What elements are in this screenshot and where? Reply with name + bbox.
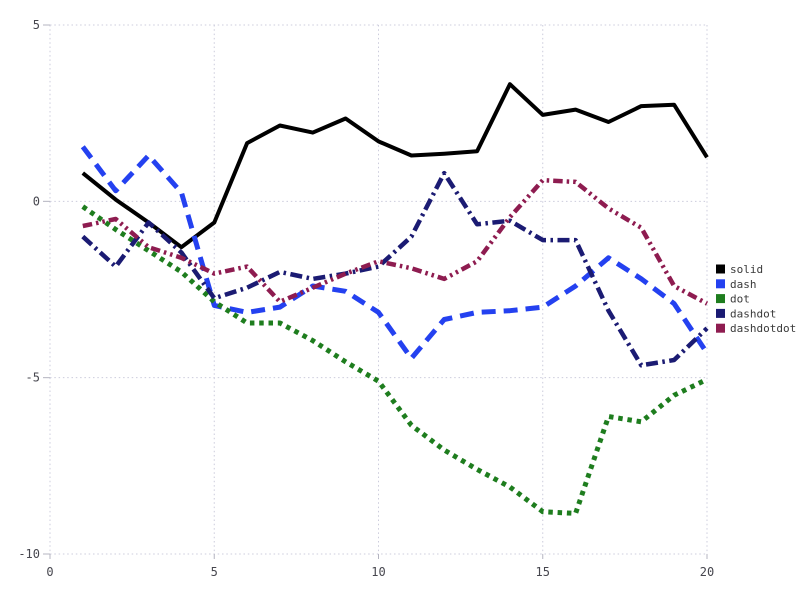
- legend-item-dot: dot: [716, 293, 750, 306]
- legend-label-dash: dash: [730, 278, 757, 291]
- series-line-dash: [80, 145, 710, 361]
- xtick-label-5: 5: [211, 565, 218, 579]
- legend-item-dashdotdot: dashdotdot: [716, 322, 796, 335]
- xtick-label-20: 20: [700, 565, 714, 579]
- ytick-label-0: 0: [33, 194, 40, 208]
- xtick-label-15: 15: [536, 565, 550, 579]
- legend-swatch-dashdot: [716, 308, 725, 318]
- ytick-label--5: -5: [26, 371, 40, 385]
- legend-label-dot: dot: [730, 293, 750, 306]
- legend-label-dashdot: dashdot: [730, 307, 776, 320]
- axis-ticks: [43, 24, 708, 559]
- series-line-dot: [81, 204, 709, 516]
- legend-swatch-dashdotdot: [716, 323, 725, 333]
- series-lines: [80, 82, 710, 516]
- legend-label-solid: solid: [730, 263, 763, 276]
- legend-swatch-solid: [716, 264, 725, 274]
- legend-item-dashdot: dashdot: [716, 307, 776, 320]
- series-line-dashdot: [81, 170, 709, 368]
- xtick-label-10: 10: [371, 565, 385, 579]
- legend-swatch-dash: [716, 279, 725, 289]
- xtick-label-0: 0: [46, 565, 53, 579]
- ytick-label--10: -10: [18, 547, 40, 561]
- legend-label-dashdotdot: dashdotdot: [730, 322, 796, 335]
- legend-swatch-dot: [716, 294, 725, 304]
- series-line-dashdotdot: [82, 177, 709, 306]
- series-line-solid: [81, 82, 709, 250]
- legend-item-solid: solid: [716, 263, 763, 276]
- legend-item-dash: dash: [716, 278, 757, 291]
- axis-tick-labels: 0 5 10 15 20 5 0 -5 -10: [18, 18, 714, 579]
- gridlines: [49, 24, 708, 555]
- ytick-label-5: 5: [33, 18, 40, 32]
